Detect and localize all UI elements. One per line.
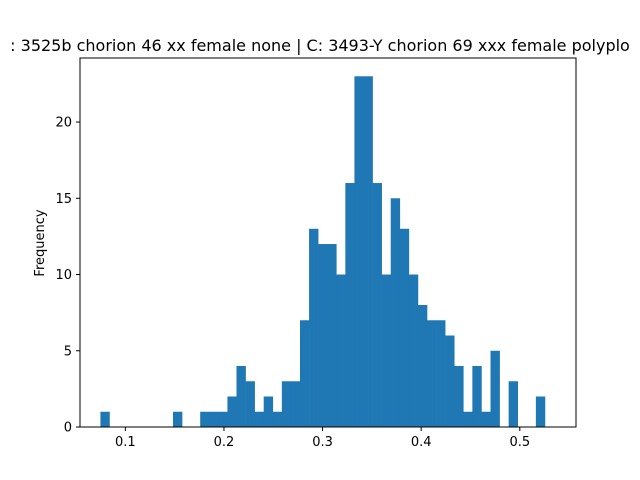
histogram-bar — [508, 381, 519, 427]
x-tick-label: 0.3 — [312, 435, 333, 450]
histogram-bar — [218, 411, 228, 427]
histogram-bar — [209, 411, 219, 427]
histogram-bar — [272, 411, 283, 427]
histogram-bar — [445, 335, 455, 427]
histogram-bar — [372, 183, 382, 427]
bars-group — [100, 76, 546, 428]
histogram-bar — [427, 320, 437, 427]
histogram-bar — [390, 198, 401, 427]
histogram-bar — [417, 305, 428, 427]
x-tick-label: 0.2 — [214, 435, 235, 450]
histogram-bar — [290, 381, 301, 427]
histogram-bar — [408, 274, 419, 427]
histogram-bar — [318, 244, 328, 427]
histogram-bar — [327, 244, 337, 427]
histogram-bar — [436, 320, 446, 427]
axes-group: 0.1 0.2 0.3 0.4 0.5 0 5 10 15 20 — [55, 57, 577, 450]
histogram-bar — [336, 274, 346, 427]
histogram-bar — [354, 76, 364, 428]
histogram-bar — [345, 183, 355, 427]
histogram-bar — [227, 396, 237, 427]
histogram-bar — [363, 76, 373, 428]
y-tick-label: 0 — [64, 421, 72, 436]
histogram-bar — [299, 320, 310, 427]
x-tick-label: 0.5 — [509, 435, 530, 450]
histogram-bar — [254, 411, 265, 427]
histogram-bar — [200, 411, 210, 427]
histogram-bar — [236, 366, 246, 427]
histogram-bar — [381, 274, 392, 427]
y-tick-label: 15 — [55, 192, 72, 207]
y-axis-label: Frequency — [33, 209, 48, 276]
y-tick-label: 20 — [55, 116, 72, 131]
y-tick-label: 5 — [64, 344, 72, 359]
histogram-bar — [399, 228, 410, 427]
histogram-bar — [263, 396, 274, 427]
histogram-bar — [481, 411, 491, 427]
y-tick-label: 10 — [55, 268, 72, 283]
histogram-bar — [463, 411, 473, 427]
histogram-bar — [472, 366, 482, 427]
x-tick-label: 0.1 — [115, 435, 136, 450]
histogram-bar — [309, 228, 319, 427]
histogram-bar — [281, 381, 292, 427]
x-tick-label: 0.4 — [411, 435, 432, 450]
histogram-bar — [172, 411, 183, 427]
plot-frame — [79, 57, 577, 428]
histogram-bar — [454, 366, 464, 427]
histogram-bar — [535, 396, 546, 427]
histogram-bar — [490, 350, 500, 427]
histogram-bar — [100, 411, 110, 427]
chart-title: : 3525b chorion 46 xx female none | C: 3… — [10, 36, 630, 55]
histogram-bar — [245, 381, 255, 427]
